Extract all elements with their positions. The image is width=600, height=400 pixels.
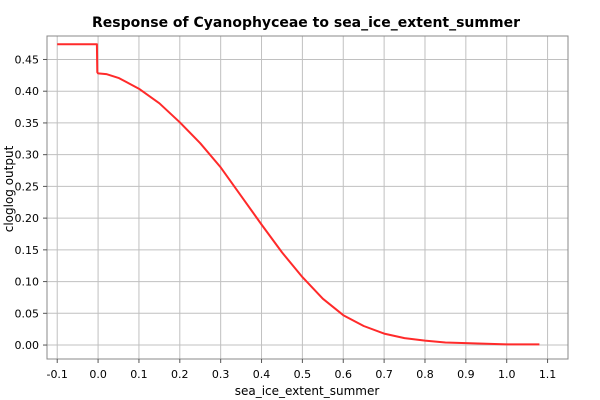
x-tick-label: -0.1 [46,368,67,381]
plot-area [46,35,569,360]
y-axis: 0.00 0.05 0.10 0.15 0.20 0.25 0.30 0.35 0.40 0.45 [15,53,47,352]
x-tick-label: 1.1 [539,368,557,381]
x-tick-label: 0.9 [457,368,475,381]
x-tick-label: 0.6 [335,368,353,381]
x-axis: -0.1 0.0 0.1 0.2 0.3 0.4 0.5 0.6 0.7 0.8 0.9 1.0 1.1 [46,359,556,381]
x-tick-label: 0.0 [89,368,107,381]
x-tick-label: 0.5 [294,368,312,381]
grid [47,36,568,359]
x-tick-label: 1.0 [498,368,516,381]
x-tick-label: 0.8 [416,368,434,381]
response-curve [57,43,540,346]
y-tick-label: 0.05 [15,307,40,320]
x-tick-label: 0.2 [171,368,189,381]
x-tick-label: 0.4 [253,368,271,381]
y-tick-label: 0.30 [15,149,40,162]
series-group [57,43,540,346]
y-tick-label: 0.40 [15,85,40,98]
chart-title: Response of Cyanophyceae to sea_ice_exte… [92,15,520,31]
y-tick-label: 0.25 [15,180,40,193]
y-tick-label: 0.45 [15,53,40,66]
y-tick-label: 0.20 [15,212,40,225]
y-tick-label: 0.15 [15,244,40,257]
y-tick-label: 0.10 [15,276,40,289]
x-axis-label: sea_ice_extent_summer [235,384,380,398]
x-tick-label: 0.3 [212,368,230,381]
x-tick-label: 0.1 [130,368,148,381]
x-tick-label: 0.7 [375,368,393,381]
y-tick-label: 0.00 [15,339,40,352]
y-axis-label: cloglog output [2,145,16,232]
y-tick-label: 0.35 [15,117,40,130]
